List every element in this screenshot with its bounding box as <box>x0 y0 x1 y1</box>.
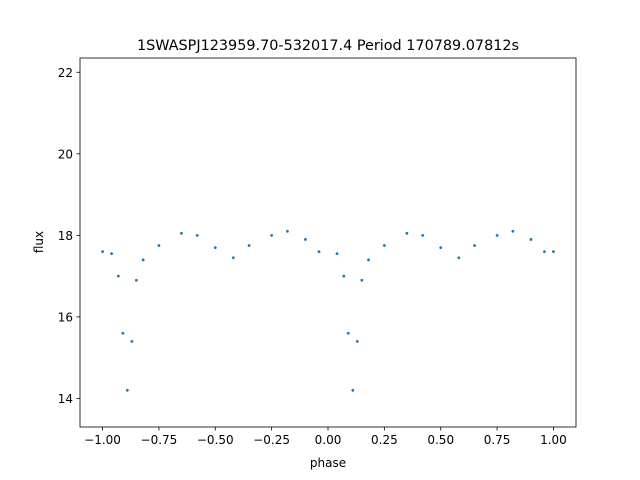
data-point <box>360 278 364 282</box>
data-point <box>116 274 120 278</box>
data-point <box>247 244 251 247</box>
data-point <box>157 244 161 247</box>
data-point <box>439 246 443 250</box>
data-point <box>529 238 533 241</box>
y-tick-label: 14 <box>58 392 73 406</box>
data-point <box>346 331 350 335</box>
data-point <box>231 256 235 260</box>
data-point <box>121 331 125 335</box>
data-point <box>351 388 355 392</box>
y-tick-label: 18 <box>58 229 73 243</box>
data-point <box>213 246 217 250</box>
data-point <box>125 388 129 392</box>
data-point <box>286 229 289 233</box>
data-point <box>367 258 370 262</box>
x-tick-label: −1.00 <box>84 433 121 447</box>
y-tick-label: 20 <box>58 147 73 161</box>
data-point <box>355 339 359 343</box>
data-point <box>552 250 555 254</box>
data-point <box>473 244 476 247</box>
data-point <box>342 274 346 278</box>
data-point <box>134 278 138 282</box>
data-point <box>405 231 409 235</box>
data-point <box>270 233 274 237</box>
data-point <box>141 258 145 262</box>
scatter-points <box>101 229 555 392</box>
x-tick-label: 0.75 <box>484 433 511 447</box>
y-axis-ticks: 14 16 18 20 22 <box>58 66 80 406</box>
data-point <box>130 339 134 343</box>
x-tick-label: 0.25 <box>371 433 398 447</box>
data-point <box>110 252 113 256</box>
x-tick-label: 0.00 <box>315 433 342 447</box>
data-point <box>495 233 499 237</box>
data-point <box>304 238 307 241</box>
data-point <box>335 252 339 256</box>
x-tick-label: −0.25 <box>253 433 290 447</box>
x-tick-label: 0.50 <box>427 433 454 447</box>
x-axis-label: phase <box>310 456 346 470</box>
data-point <box>195 233 199 237</box>
data-point <box>543 250 546 254</box>
y-tick-label: 16 <box>58 310 73 324</box>
data-point <box>421 233 425 237</box>
data-point <box>317 250 321 254</box>
data-point <box>180 231 183 235</box>
x-axis-ticks: −1.00 −0.75 −0.50 −0.25 0.00 0.25 0.50 0.75 1.00 <box>84 427 567 447</box>
x-tick-label: −0.75 <box>141 433 178 447</box>
data-point <box>101 250 104 254</box>
y-axis-label: flux <box>32 231 46 253</box>
data-point <box>382 244 386 247</box>
data-point <box>457 256 461 260</box>
y-tick-label: 22 <box>58 66 73 80</box>
data-point <box>511 229 515 233</box>
x-tick-label: −0.50 <box>197 433 234 447</box>
x-tick-label: 1.00 <box>540 433 567 447</box>
chart-title: 1SWASPJ123959.70-532017.4 Period 170789.… <box>137 38 519 54</box>
